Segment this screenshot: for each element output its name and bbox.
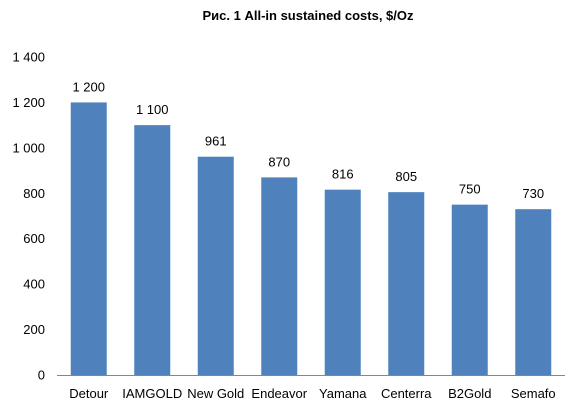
y-tick-label: 200	[23, 322, 45, 337]
bar-b2gold	[451, 204, 488, 375]
data-label: 1 200	[72, 79, 105, 94]
x-tick-label: Yamana	[319, 386, 367, 401]
bar-semafo	[515, 209, 552, 375]
data-label: 750	[459, 182, 481, 197]
bars	[70, 102, 552, 376]
data-label: 961	[205, 134, 227, 149]
data-label: 730	[522, 186, 544, 201]
y-tick-label: 800	[23, 186, 45, 201]
bar-yamana	[324, 189, 361, 375]
x-tick-label: Detour	[69, 386, 109, 401]
x-tick-label: New Gold	[187, 386, 244, 401]
x-tick-label: Centerra	[381, 386, 432, 401]
y-tick-label: 600	[23, 231, 45, 246]
data-label: 816	[332, 167, 354, 182]
bar-endeavor	[261, 177, 298, 375]
x-tick-label: B2Gold	[448, 386, 491, 401]
x-tick-label: Endeavor	[251, 386, 307, 401]
y-tick-label: 1 400	[12, 50, 45, 65]
bar-iamgold	[134, 125, 171, 376]
y-tick-label: 400	[23, 277, 45, 292]
data-labels: 1 200 1 100 961 870 816 805 750 730	[72, 79, 544, 201]
bar-detour	[70, 102, 107, 375]
data-label: 870	[268, 154, 290, 169]
y-tick-label: 0	[38, 368, 45, 383]
y-tick-label: 1 200	[12, 95, 45, 110]
bar-centerra	[388, 192, 425, 375]
y-tick-label: 1 000	[12, 140, 45, 155]
x-axis-labels: Detour IAMGOLD New Gold Endeavor Yamana Cente…	[69, 386, 555, 401]
bar-new-gold	[197, 156, 234, 375]
chart-title: Рис. 1 All-in sustained costs, $/Oz	[203, 8, 414, 23]
x-tick-label: IAMGOLD	[122, 386, 182, 401]
data-label: 1 100	[136, 102, 169, 117]
x-tick-label: Semafo	[511, 386, 556, 401]
y-axis-ticks: 0 200 400 600 800 1 000 1 200 1 400	[12, 50, 45, 383]
data-label: 805	[395, 169, 417, 184]
